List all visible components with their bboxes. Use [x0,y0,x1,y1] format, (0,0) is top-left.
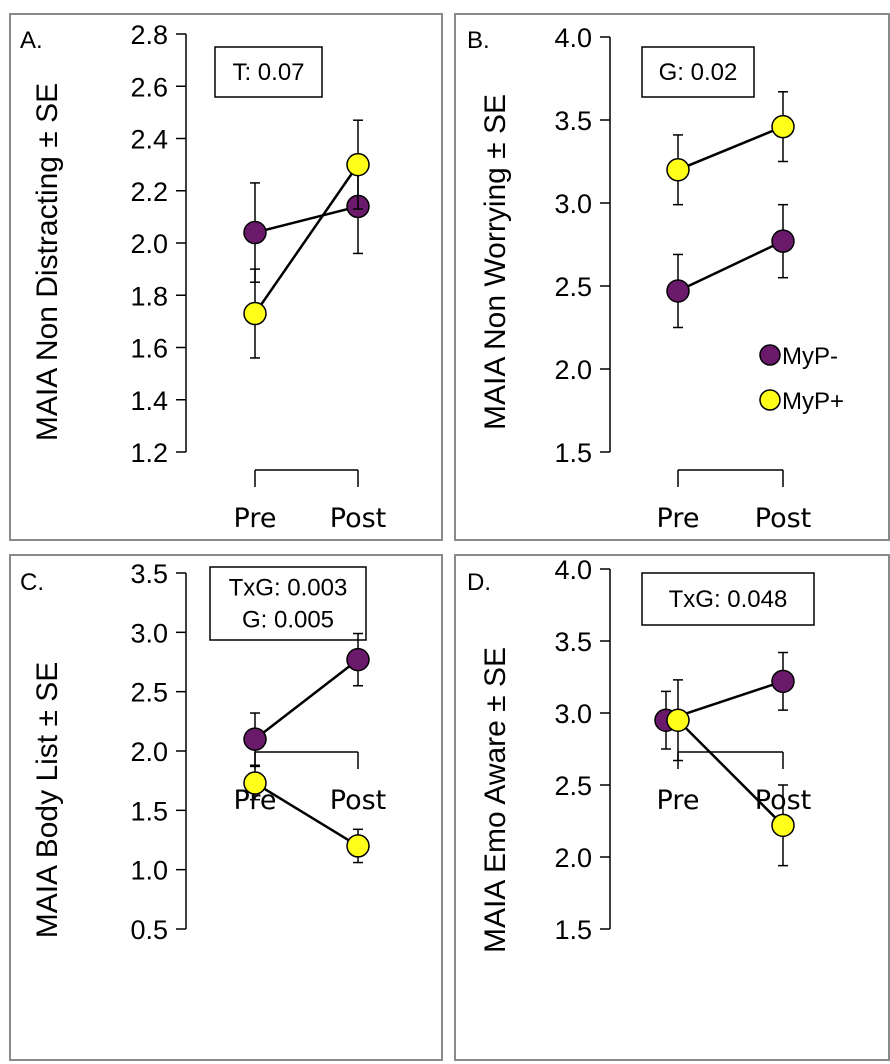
stats-annotation-box [641,572,815,626]
panel-label: C. [20,569,44,596]
stats-annotation-box [214,46,323,98]
y-tick-label: 4.0 [554,23,592,53]
panel-frame [9,554,443,1061]
y-tick-label: 1.6 [130,334,168,364]
y-tick-label: 1.5 [554,915,592,945]
data-point-mypminus [346,647,370,672]
y-tick-label: 3.5 [130,559,168,589]
data-point-mypplus [346,834,370,858]
y-tick-label: 1.5 [130,796,168,826]
y-tick-label: 1.0 [130,856,168,886]
y-tick-label: 2.0 [554,843,592,873]
y-tick-label: 3.0 [130,618,168,648]
legend-label: MyP- [782,343,838,370]
stats-annotation-text: G: 0.005 [242,607,334,634]
panel-a: A. 1.2 1.4 1.6 1.8 2.0 2.2 2.4 2.6 2.8 MAIA Non Di… [20,20,386,534]
y-tick-label: 1.5 [554,438,592,468]
legend: MyP- MyP+ [759,343,844,415]
data-point-mypminus [771,229,795,253]
data-point-mypminus [243,727,267,751]
legend-label: MyP+ [782,388,844,415]
x-tick-label: Pre [657,785,700,816]
stats-annotation-text: G: 0.02 [659,59,738,86]
data-point-mypplus [771,813,795,838]
series-line-mypplus [677,125,784,171]
panel-label: A. [20,27,43,54]
y-axis-label: MAIA Body List ± SE [31,662,64,939]
panel-d: D. 1.5 2.0 2.5 3.0 3.5 4.0 MAIA Emo Aware ± SE P… [467,555,815,953]
data-point-mypplus [666,708,690,732]
panel-frame [9,13,443,541]
y-tick-label: 2.5 [554,771,592,801]
y-tick-label: 3.5 [554,106,592,136]
y-tick-label: 3.0 [554,189,592,219]
series-line-mypplus [677,719,784,827]
y-tick-label: 1.4 [130,386,168,416]
y-tick-label: 0.5 [130,915,168,945]
panel-b: B. 1.5 2.0 2.5 3.0 3.5 4.0 MAIA Non Worrying ± … [467,23,844,534]
panel-frame [454,13,890,541]
data-point-mypplus [666,158,690,182]
data-point-mypplus [346,152,370,177]
x-tick-label: Pre [234,503,277,534]
y-tick-label: 2.0 [130,737,168,767]
y-tick-label: 4.0 [554,555,592,585]
panel-label: D. [467,569,491,596]
y-tick-label: 1.8 [130,281,168,311]
y-tick-label: 2.5 [554,272,592,302]
y-tick-label: 2.0 [130,229,168,259]
stats-annotation-box [641,46,755,98]
y-tick-label: 1.2 [130,438,168,468]
y-tick-label: 2.8 [130,20,168,50]
y-axis-label: MAIA Non Distracting ± SE [31,83,64,441]
stats-annotation-text: T: 0.07 [232,59,304,86]
y-tick-label: 2.2 [130,177,168,207]
stats-annotation-text: TxG: 0.048 [669,586,788,613]
x-tick-label: Post [330,785,387,816]
x-tick-label: Post [330,503,387,534]
panel-frame [454,554,890,1061]
data-point-mypplus [243,771,267,795]
y-tick-label: 2.5 [130,678,168,708]
series-line-mypplus [253,163,360,315]
series-line-mypminus [254,658,359,741]
stats-annotation-text: TxG: 0.003 [229,575,348,602]
data-point-mypplus [243,301,267,326]
y-tick-label: 3.5 [554,627,592,657]
stats-annotation-box [209,566,367,641]
panel-c: C. 0.5 1.0 1.5 2.0 2.5 3.0 3.5 MAIA Body List ± … [20,559,386,945]
series-line-mypminus [677,240,784,293]
x-tick-label: Pre [657,503,700,534]
y-axis-label: MAIA Emo Aware ± SE [479,647,512,953]
series-line-mypminus [254,205,359,234]
x-tick-label: Post [755,503,812,534]
y-tick-label: 2.0 [554,355,592,385]
y-axis-label: MAIA Non Worrying ± SE [479,94,512,430]
legend-marker [759,389,781,411]
y-tick-label: 2.4 [130,125,168,155]
legend-marker [759,344,781,366]
data-point-mypminus [666,279,690,303]
data-point-mypminus [243,220,267,245]
y-tick-label: 3.0 [554,699,592,729]
y-tick-label: 2.6 [130,72,168,102]
series-line-mypplus [254,781,359,848]
data-point-mypplus [771,114,795,139]
panel-label: B. [467,27,490,54]
data-point-mypminus [771,669,795,694]
